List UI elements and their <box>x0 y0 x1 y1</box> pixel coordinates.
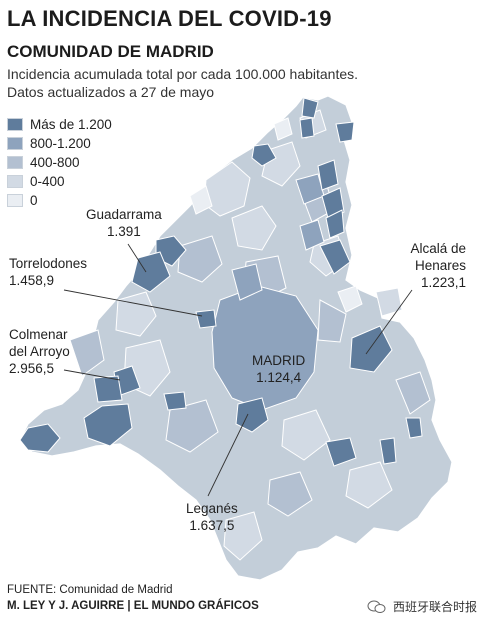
legend-label: 400-800 <box>30 155 80 170</box>
muni-patch <box>189 185 213 215</box>
muni-patch <box>317 159 339 191</box>
colmenar-name-line2: del Arroyo <box>9 344 70 359</box>
muni-patch <box>223 511 263 561</box>
legend-swatch <box>7 156 23 169</box>
muni-patch <box>19 423 61 453</box>
muni-patch <box>251 143 277 167</box>
muni-patch <box>235 397 269 433</box>
leganes-value: 1.637,5 <box>189 518 235 533</box>
legend-item: 0-400 <box>7 172 112 191</box>
legend-label: 0 <box>30 193 38 208</box>
label-leganes: Leganés 1.637,5 <box>186 500 238 534</box>
madrid-name: MADRID <box>252 353 306 368</box>
muni-patch <box>131 251 171 293</box>
leganes-name: Leganés <box>186 501 238 516</box>
muni-patch <box>337 285 363 313</box>
muni-patch <box>69 329 105 377</box>
leader-leganes <box>207 413 249 497</box>
muni-patch <box>349 325 393 373</box>
guadarrama-name: Guadarrama <box>86 207 162 222</box>
muni-patch <box>317 299 347 343</box>
colmenar-name-line1: Colmenar <box>9 327 68 342</box>
colmenar-value: 2.956,5 <box>9 361 55 376</box>
source-note: FUENTE: Comunidad de Madrid <box>7 584 173 596</box>
alcala-value: 1.223,1 <box>420 275 466 290</box>
muni-patch <box>325 437 357 467</box>
legend-item: Más de 1.200 <box>7 115 112 134</box>
muni-patch <box>379 437 397 465</box>
torrelodones-value: 1.458,9 <box>9 273 55 288</box>
muni-patch <box>231 205 277 251</box>
muni-patch <box>195 309 217 329</box>
legend-label: 800-1.200 <box>30 136 91 151</box>
chart-title: LA INCIDENCIA DEL COVID-19 <box>7 6 332 31</box>
muni-patch <box>177 235 223 283</box>
muni-patch <box>273 117 293 141</box>
label-madrid: MADRID 1.124,4 <box>252 352 305 386</box>
label-colmenar: Colmenar del Arroyo 2.956,5 <box>9 326 70 377</box>
muni-patch <box>231 263 263 301</box>
muni-patch <box>165 399 219 453</box>
legend-item: 400-800 <box>7 153 112 172</box>
muni-patch <box>335 121 355 143</box>
muni-patch <box>321 187 345 219</box>
legend-swatch <box>7 137 23 150</box>
muni-patch <box>319 239 351 275</box>
muni-patch <box>299 117 315 139</box>
muni-patch <box>267 471 313 517</box>
muni-patch <box>83 403 133 447</box>
muni-patch <box>115 291 157 337</box>
description-line-1: Incidencia acumulada total por cada 100.… <box>7 66 359 82</box>
credit-line: M. LEY Y J. AGUIRRE | EL MUNDO GRÁFICOS <box>7 600 259 612</box>
chart-description: Incidencia acumulada total por cada 100.… <box>7 65 358 101</box>
legend: Más de 1.200 800-1.200 400-800 0-400 0 <box>7 115 112 210</box>
description-line-2: Datos actualizados a 27 de mayo <box>7 84 215 100</box>
legend-swatch <box>7 194 23 207</box>
legend-item: 800-1.200 <box>7 134 112 153</box>
legend-swatch <box>7 175 23 188</box>
muni-patch <box>281 409 331 461</box>
chart-subtitle: COMUNIDAD DE MADRID <box>7 42 214 61</box>
leader-guadarrama <box>127 243 147 273</box>
torrelodones-name: Torrelodones <box>9 256 88 271</box>
madrid-value: 1.124,4 <box>256 370 302 385</box>
alcala-name-line2: Henares <box>414 258 466 273</box>
legend-swatch <box>7 118 23 131</box>
muni-patch <box>375 287 403 317</box>
leader-torrelodones <box>63 289 203 317</box>
watermark-text: 西班牙联合时报 <box>393 600 478 614</box>
label-guadarrama: Guadarrama 1.391 <box>86 206 162 240</box>
muni-patch <box>395 371 431 415</box>
legend-item: 0 <box>7 191 112 210</box>
muni-patch <box>405 417 423 439</box>
legend-label: Más de 1.200 <box>30 117 112 132</box>
muni-patch <box>325 209 345 239</box>
alcala-name-line1: Alcalá de <box>410 241 466 256</box>
guadarrama-value: 1.391 <box>107 224 141 239</box>
wechat-icon <box>367 600 386 613</box>
watermark: 西班牙联合时报 <box>367 598 477 615</box>
muni-patch <box>299 219 325 251</box>
leader-colmenar <box>63 369 121 381</box>
muni-patch <box>301 97 319 119</box>
leader-alcala <box>365 289 413 355</box>
muni-patch <box>93 375 123 403</box>
legend-label: 0-400 <box>30 174 65 189</box>
label-alcala: Alcalá de Henares 1.223,1 <box>400 240 466 291</box>
muni-patch <box>211 285 319 411</box>
muni-patch <box>345 461 393 509</box>
label-torrelodones: Torrelodones 1.458,9 <box>9 255 87 289</box>
muni-patch <box>163 391 187 411</box>
